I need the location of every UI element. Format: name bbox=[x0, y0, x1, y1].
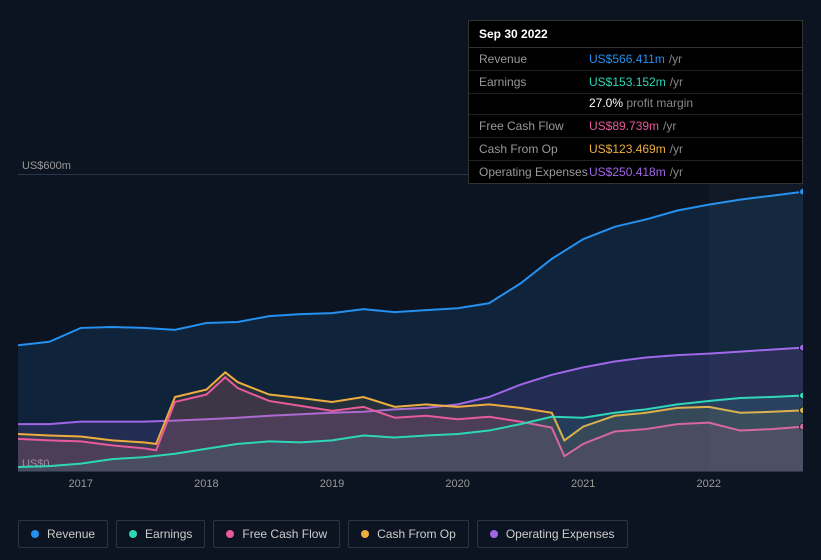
legend-item[interactable]: Revenue bbox=[18, 520, 108, 548]
legend-label: Cash From Op bbox=[377, 527, 456, 541]
legend-label: Operating Expenses bbox=[506, 527, 615, 541]
tooltip-metric-value: US$123.469m bbox=[589, 142, 666, 156]
financials-chart: US$600m US$0 201720182019202020212022 bbox=[18, 160, 803, 500]
tooltip-metric-suffix: /yr bbox=[663, 119, 676, 133]
tooltip-metric-suffix: /yr bbox=[670, 142, 683, 156]
legend-item[interactable]: Cash From Op bbox=[348, 520, 469, 548]
legend-item[interactable]: Operating Expenses bbox=[477, 520, 628, 548]
legend-swatch bbox=[129, 530, 137, 538]
legend-item[interactable]: Earnings bbox=[116, 520, 205, 548]
legend-label: Revenue bbox=[47, 527, 95, 541]
tooltip-metric-label: Earnings bbox=[479, 75, 589, 89]
y-axis-max-label: US$600m bbox=[22, 160, 71, 172]
legend-swatch bbox=[490, 530, 498, 538]
tooltip-metric-label: Cash From Op bbox=[479, 142, 589, 156]
tooltip-metric-suffix: /yr bbox=[669, 52, 682, 66]
x-tick-label: 2022 bbox=[697, 478, 721, 490]
tooltip-metric-value: US$153.152m bbox=[589, 75, 666, 89]
chart-plot-area[interactable] bbox=[18, 174, 803, 472]
legend-item[interactable]: Free Cash Flow bbox=[213, 520, 340, 548]
highlight-band bbox=[709, 175, 803, 471]
x-tick-label: 2018 bbox=[194, 478, 218, 490]
tooltip-metric-label: Revenue bbox=[479, 52, 589, 66]
tooltip-metric-suffix: /yr bbox=[670, 165, 683, 179]
tooltip-row: EarningsUS$153.152m/yr bbox=[469, 71, 802, 94]
legend-label: Free Cash Flow bbox=[242, 527, 327, 541]
tooltip-profit-margin: 27.0% profit margin bbox=[469, 94, 802, 115]
legend-label: Earnings bbox=[145, 527, 192, 541]
tooltip-row: Operating ExpensesUS$250.418m/yr bbox=[469, 161, 802, 183]
legend-swatch bbox=[361, 530, 369, 538]
tooltip-row: Cash From OpUS$123.469m/yr bbox=[469, 138, 802, 161]
tooltip-date: Sep 30 2022 bbox=[469, 21, 802, 48]
x-tick-label: 2019 bbox=[320, 478, 344, 490]
tooltip-metric-value: US$89.739m bbox=[589, 119, 659, 133]
x-tick-label: 2017 bbox=[69, 478, 93, 490]
tooltip-metric-label: Operating Expenses bbox=[479, 165, 589, 179]
chart-tooltip: Sep 30 2022 RevenueUS$566.411m/yrEarning… bbox=[468, 20, 803, 184]
tooltip-metric-value: US$250.418m bbox=[589, 165, 666, 179]
legend-swatch bbox=[226, 530, 234, 538]
tooltip-row: RevenueUS$566.411m/yr bbox=[469, 48, 802, 71]
legend-swatch bbox=[31, 530, 39, 538]
chart-svg bbox=[18, 175, 803, 471]
chart-legend: Revenue Earnings Free Cash Flow Cash From O… bbox=[18, 520, 628, 548]
tooltip-metric-suffix: /yr bbox=[670, 75, 683, 89]
x-tick-label: 2020 bbox=[445, 478, 469, 490]
tooltip-metric-value: US$566.411m bbox=[589, 52, 665, 66]
x-tick-label: 2021 bbox=[571, 478, 595, 490]
tooltip-metric-label: Free Cash Flow bbox=[479, 119, 589, 133]
tooltip-row: Free Cash FlowUS$89.739m/yr bbox=[469, 115, 802, 138]
x-axis: 2017 2018 2019 2020 2021 2022 bbox=[18, 478, 803, 498]
